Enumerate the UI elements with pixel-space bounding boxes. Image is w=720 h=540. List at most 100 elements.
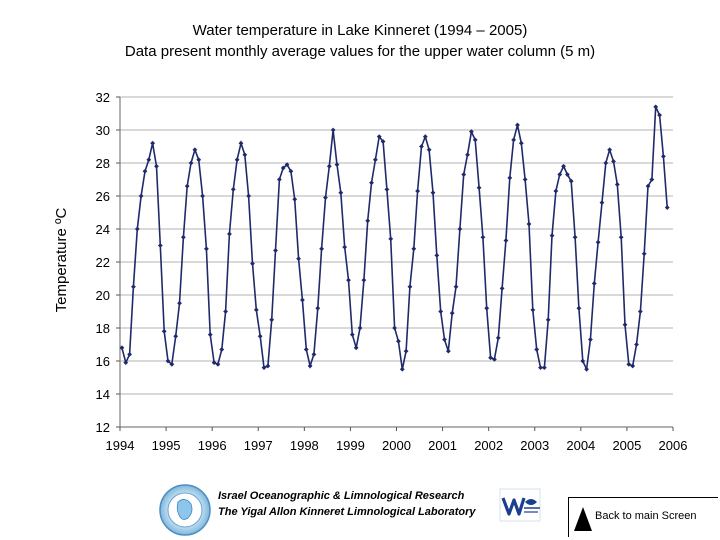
data-point — [415, 188, 421, 194]
data-point — [488, 355, 493, 361]
data-point — [538, 365, 543, 370]
data-point — [449, 310, 455, 316]
x-tick-label: 2001 — [428, 438, 457, 453]
data-point — [230, 187, 236, 192]
y-tick-label: 12 — [96, 420, 110, 435]
data-point — [603, 160, 609, 166]
data-point — [261, 365, 267, 370]
x-tick-label: 1996 — [198, 438, 227, 453]
data-point — [150, 140, 156, 146]
data-point — [630, 363, 636, 369]
data-point — [138, 193, 144, 199]
data-point — [292, 196, 298, 202]
data-point — [250, 261, 255, 267]
data-point — [342, 244, 348, 250]
axes — [116, 96, 674, 431]
data-point — [403, 348, 409, 354]
data-point — [173, 333, 179, 339]
x-tick-labels: 1994 1995 1996 1997 1998 1999 2000 2001 2002 2003… — [106, 438, 688, 453]
data-point — [238, 140, 244, 146]
data-point — [515, 122, 520, 128]
data-point — [311, 352, 317, 357]
data-point — [591, 281, 597, 286]
data-point — [607, 147, 613, 153]
data-point — [557, 172, 563, 177]
data-point — [518, 140, 524, 146]
data-point — [399, 366, 405, 372]
data-point — [319, 246, 325, 252]
data-point — [330, 127, 336, 133]
data-point — [357, 325, 363, 331]
data-point — [422, 134, 428, 139]
data-point — [307, 363, 313, 369]
data-point — [134, 226, 140, 232]
x-tick-label: 1999 — [336, 438, 365, 453]
data-point — [438, 309, 444, 314]
data-point — [645, 183, 651, 189]
data-point — [376, 134, 382, 139]
data-point — [492, 356, 497, 362]
data-point — [384, 187, 390, 192]
data-point — [369, 180, 374, 186]
data-point — [453, 284, 459, 290]
data-point — [303, 347, 309, 352]
x-tick-label: 2002 — [474, 438, 503, 453]
chart-subtitle: Data present monthly average values for … — [124, 43, 596, 60]
data-point — [541, 365, 547, 370]
grid-lines — [120, 96, 673, 395]
x-tick-label: 2004 — [566, 438, 595, 453]
data-point — [553, 188, 559, 194]
data-point — [411, 246, 417, 252]
y-tick-label: 14 — [96, 387, 110, 402]
data-point — [388, 236, 394, 242]
data-point — [534, 347, 540, 352]
data-point — [346, 277, 351, 283]
x-tick-label: 2000 — [382, 438, 411, 453]
chart-title: Water temperature in Lake Kinneret (1994… — [192, 22, 528, 39]
data-point — [200, 193, 205, 199]
y-axis-label: Temperature ºC — [53, 207, 70, 312]
data-point — [568, 178, 574, 184]
data-point — [353, 345, 359, 351]
data-point — [507, 175, 513, 181]
data-point — [180, 234, 186, 240]
data-point — [127, 352, 133, 357]
kinneret-lab-logo — [499, 488, 541, 522]
data-point — [503, 238, 509, 243]
data-point — [561, 163, 566, 169]
y-tick-label: 22 — [96, 255, 110, 270]
data-point — [572, 234, 578, 240]
data-point — [177, 300, 182, 306]
data-point — [338, 190, 344, 196]
data-point — [549, 233, 555, 238]
back-button-label: Back to main Screen — [595, 510, 697, 522]
data-point — [246, 193, 252, 199]
x-tick-label: 1998 — [290, 438, 319, 453]
data-point — [637, 309, 643, 314]
data-point — [649, 177, 655, 182]
data-point — [465, 152, 470, 158]
data-point — [131, 284, 136, 290]
data-point — [123, 360, 129, 366]
data-point — [192, 147, 198, 153]
y-tick-label: 28 — [96, 156, 110, 171]
data-point — [445, 348, 451, 354]
y-tick-label: 18 — [96, 321, 110, 336]
data-point — [522, 177, 528, 182]
data-point — [157, 243, 163, 248]
data-point — [468, 129, 474, 135]
data-point — [223, 309, 229, 314]
data-point — [530, 307, 536, 313]
data-point — [154, 163, 159, 169]
data-point — [495, 335, 501, 341]
data-point — [184, 183, 190, 189]
data-point — [611, 158, 616, 164]
y-tick-labels: 12 14 16 18 20 22 24 26 28 30 32 — [96, 90, 110, 435]
data-point — [273, 248, 278, 253]
data-point — [499, 286, 505, 291]
data-point — [119, 345, 125, 351]
data-point — [545, 317, 551, 323]
data-point — [196, 157, 202, 163]
back-to-main-button[interactable]: Back to main Screen — [568, 497, 718, 537]
